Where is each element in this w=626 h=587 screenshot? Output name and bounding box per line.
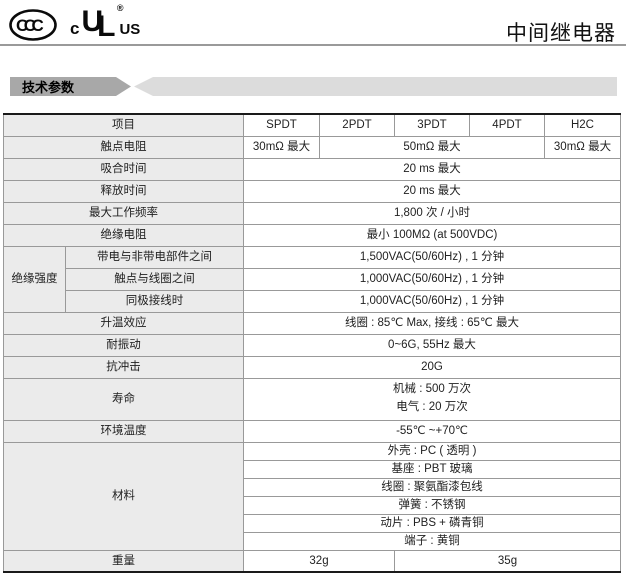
page-title: 中间继电器 bbox=[506, 22, 616, 45]
cell-value: 20 ms 最大 bbox=[243, 179, 621, 203]
row-insulation-resistance: 绝缘电阻 最小 100MΩ (at 500VDC) bbox=[3, 223, 621, 247]
ul-certification-icon: c UL ® US bbox=[70, 3, 141, 44]
cell-value: 32g bbox=[243, 549, 395, 573]
row-dielectric-contact-coil: 触点与线圈之间 1,000VAC(50/60Hz) , 1 分钟 bbox=[4, 267, 621, 291]
row-label: 环境温度 bbox=[3, 419, 244, 443]
row-temperature-rise: 升温效应 线圈 : 85℃ Max, 接线 : 65℃ 最大 bbox=[3, 311, 621, 335]
row-material-coil: 线圈 : 聚氨酯漆包线 bbox=[4, 477, 621, 497]
spec-table: 项目 SPDT 2PDT 3PDT 4PDT H2C 触点电阻 30mΩ 最大 … bbox=[3, 113, 621, 573]
cell-value: 1,000VAC(50/60Hz) , 1 分钟 bbox=[243, 267, 621, 291]
row-material-terminal: 端子 : 黄铜 bbox=[4, 531, 621, 551]
section-banner-tail bbox=[134, 77, 617, 96]
ul-c-label: c bbox=[70, 18, 80, 38]
row-dielectric-live-parts: 绝缘强度 带电与非带电部件之间 1,500VAC(50/60Hz) , 1 分钟 bbox=[3, 245, 621, 313]
cell-value: 1,000VAC(50/60Hz) , 1 分钟 bbox=[243, 289, 621, 313]
cell-value: 30mΩ 最大 bbox=[544, 135, 621, 159]
cell-value: 线圈 : 聚氨酯漆包线 bbox=[243, 477, 621, 497]
life-mechanical: 机械 : 500 万次 bbox=[393, 383, 471, 396]
group-label-dielectric-strength: 绝缘强度 bbox=[3, 245, 66, 313]
row-label: 释放时间 bbox=[3, 179, 244, 203]
page-header: CCC c UL ® US 中间继电器 bbox=[0, 0, 626, 46]
row-max-switching-frequency: 最大工作频率 1,800 次 / 小时 bbox=[3, 201, 621, 225]
row-label: 吸合时间 bbox=[3, 157, 244, 181]
row-label: 最大工作频率 bbox=[3, 201, 244, 225]
cell-value: 20G bbox=[243, 355, 621, 379]
cell-value: 30mΩ 最大 bbox=[243, 135, 320, 159]
col-header-h2c: H2C bbox=[544, 113, 621, 137]
row-operate-time: 吸合时间 20 ms 最大 bbox=[3, 157, 621, 181]
col-header-3pdt: 3PDT bbox=[394, 113, 470, 137]
row-shock-resistance: 抗冲击 20G bbox=[3, 355, 621, 379]
cell-value: 20 ms 最大 bbox=[243, 157, 621, 181]
row-sublabel: 带电与非带电部件之间 bbox=[65, 245, 244, 269]
ul-us-label: US bbox=[119, 20, 141, 38]
cell-value: 1,500VAC(50/60Hz) , 1 分钟 bbox=[243, 245, 621, 269]
cell-value: -55℃ ~+70℃ bbox=[243, 419, 621, 443]
col-header-4pdt: 4PDT bbox=[469, 113, 545, 137]
cell-value: 外壳 : PC ( 透明 ) bbox=[243, 441, 621, 461]
registered-mark-icon: ® bbox=[116, 3, 123, 14]
cell-value: 1,800 次 / 小时 bbox=[243, 201, 621, 225]
ul-monogram: UL ® bbox=[81, 3, 123, 44]
section-banner: 技术参数 bbox=[10, 77, 617, 96]
row-label: 触点电阻 bbox=[3, 135, 244, 159]
cell-value: 端子 : 黄铜 bbox=[243, 531, 621, 551]
row-sublabel: 触点与线圈之间 bbox=[65, 267, 244, 291]
svg-text:CCC: CCC bbox=[16, 16, 44, 35]
col-header-item: 项目 bbox=[3, 113, 244, 137]
ccc-certification-icon: CCC bbox=[8, 7, 58, 43]
row-sublabel: 同极接线时 bbox=[65, 289, 244, 313]
row-material-case: 材料 外壳 : PC ( 透明 ) bbox=[3, 441, 621, 551]
cell-value: 50mΩ 最大 bbox=[319, 135, 545, 159]
row-ambient-temperature: 环境温度 -55℃ ~+70℃ bbox=[3, 419, 621, 443]
row-contact-resistance: 触点电阻 30mΩ 最大 50mΩ 最大 30mΩ 最大 bbox=[3, 135, 621, 159]
row-life: 寿命 机械 : 500 万次 电气 : 20 万次 bbox=[3, 377, 621, 421]
row-label: 绝缘电阻 bbox=[3, 223, 244, 247]
group-label-materials: 材料 bbox=[3, 441, 244, 551]
row-weight: 重量 32g 35g bbox=[3, 549, 621, 573]
cell-value: 动片 : PBS + 磷青铜 bbox=[243, 513, 621, 533]
row-label: 抗冲击 bbox=[3, 355, 244, 379]
row-label: 重量 bbox=[3, 549, 244, 573]
cell-value: 最小 100MΩ (at 500VDC) bbox=[243, 223, 621, 247]
row-label: 耐振动 bbox=[3, 333, 244, 357]
col-header-2pdt: 2PDT bbox=[319, 113, 395, 137]
certification-logos: CCC c UL ® US bbox=[8, 3, 141, 44]
table-header-row: 项目 SPDT 2PDT 3PDT 4PDT H2C bbox=[3, 113, 621, 137]
cell-value: 弹簧 : 不锈钢 bbox=[243, 495, 621, 515]
row-label: 寿命 bbox=[3, 377, 244, 421]
cell-value: 线圈 : 85℃ Max, 接线 : 65℃ 最大 bbox=[243, 311, 621, 335]
cell-value: 35g bbox=[394, 549, 621, 573]
row-vibration-resistance: 耐振动 0~6G, 55Hz 最大 bbox=[3, 333, 621, 357]
row-label: 升温效应 bbox=[3, 311, 244, 335]
cell-value: 机械 : 500 万次 电气 : 20 万次 bbox=[243, 377, 621, 421]
life-electrical: 电气 : 20 万次 bbox=[396, 401, 468, 413]
section-banner-label: 技术参数 bbox=[10, 77, 131, 96]
row-dielectric-same-pole: 同极接线时 1,000VAC(50/60Hz) , 1 分钟 bbox=[4, 289, 621, 313]
row-release-time: 释放时间 20 ms 最大 bbox=[3, 179, 621, 203]
cell-value: 0~6G, 55Hz 最大 bbox=[243, 333, 621, 357]
cell-value: 基座 : PBT 玻璃 bbox=[243, 459, 621, 479]
col-header-spdt: SPDT bbox=[243, 113, 320, 137]
